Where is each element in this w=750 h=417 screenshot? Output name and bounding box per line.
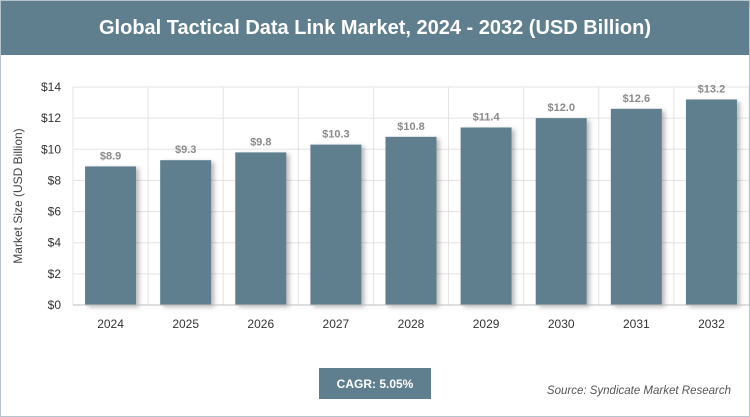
- chart-title: Global Tactical Data Link Market, 2024 -…: [1, 1, 749, 55]
- bar: [160, 160, 212, 305]
- bar: [85, 166, 137, 305]
- bar: [685, 99, 737, 305]
- x-tick-label: 2024: [97, 317, 124, 331]
- bar: [610, 108, 662, 305]
- y-tick-label: $2: [48, 267, 62, 281]
- x-tick-label: 2028: [398, 317, 425, 331]
- data-label: $9.8: [250, 136, 271, 148]
- y-tick-label: $4: [48, 236, 62, 250]
- y-tick-label: $8: [48, 173, 62, 187]
- x-tick-label: 2025: [172, 317, 199, 331]
- y-tick-label: $0: [48, 298, 62, 312]
- source-note: Source: Syndicate Market Research: [546, 385, 731, 397]
- data-label: $12.0: [547, 102, 575, 114]
- bar: [385, 136, 437, 305]
- bar: [535, 118, 587, 306]
- x-tick-label: 2030: [548, 317, 575, 331]
- data-label: $13.2: [698, 83, 726, 95]
- bar: [460, 127, 512, 305]
- x-tick-label: 2032: [698, 317, 725, 331]
- x-tick-label: 2029: [473, 317, 500, 331]
- bar: [235, 152, 287, 305]
- x-tick-label: 2027: [323, 317, 350, 331]
- data-label: $9.3: [175, 144, 196, 156]
- data-label: $10.8: [397, 121, 425, 133]
- data-label: $10.3: [322, 129, 350, 141]
- x-tick-label: 2026: [247, 317, 274, 331]
- y-tick-label: $6: [48, 205, 62, 219]
- data-label: $11.4: [473, 111, 501, 123]
- bar: [310, 144, 362, 305]
- y-tick-label: $10: [41, 142, 61, 156]
- cagr-badge: CAGR: 5.05%: [319, 368, 431, 399]
- data-label: $8.9: [100, 150, 121, 162]
- y-tick-label: $14: [41, 80, 61, 94]
- x-tick-label: 2031: [623, 317, 650, 331]
- data-label: $12.6: [623, 93, 651, 105]
- y-axis-title: Market Size (USD Billion): [11, 128, 25, 263]
- y-tick-label: $12: [41, 111, 61, 125]
